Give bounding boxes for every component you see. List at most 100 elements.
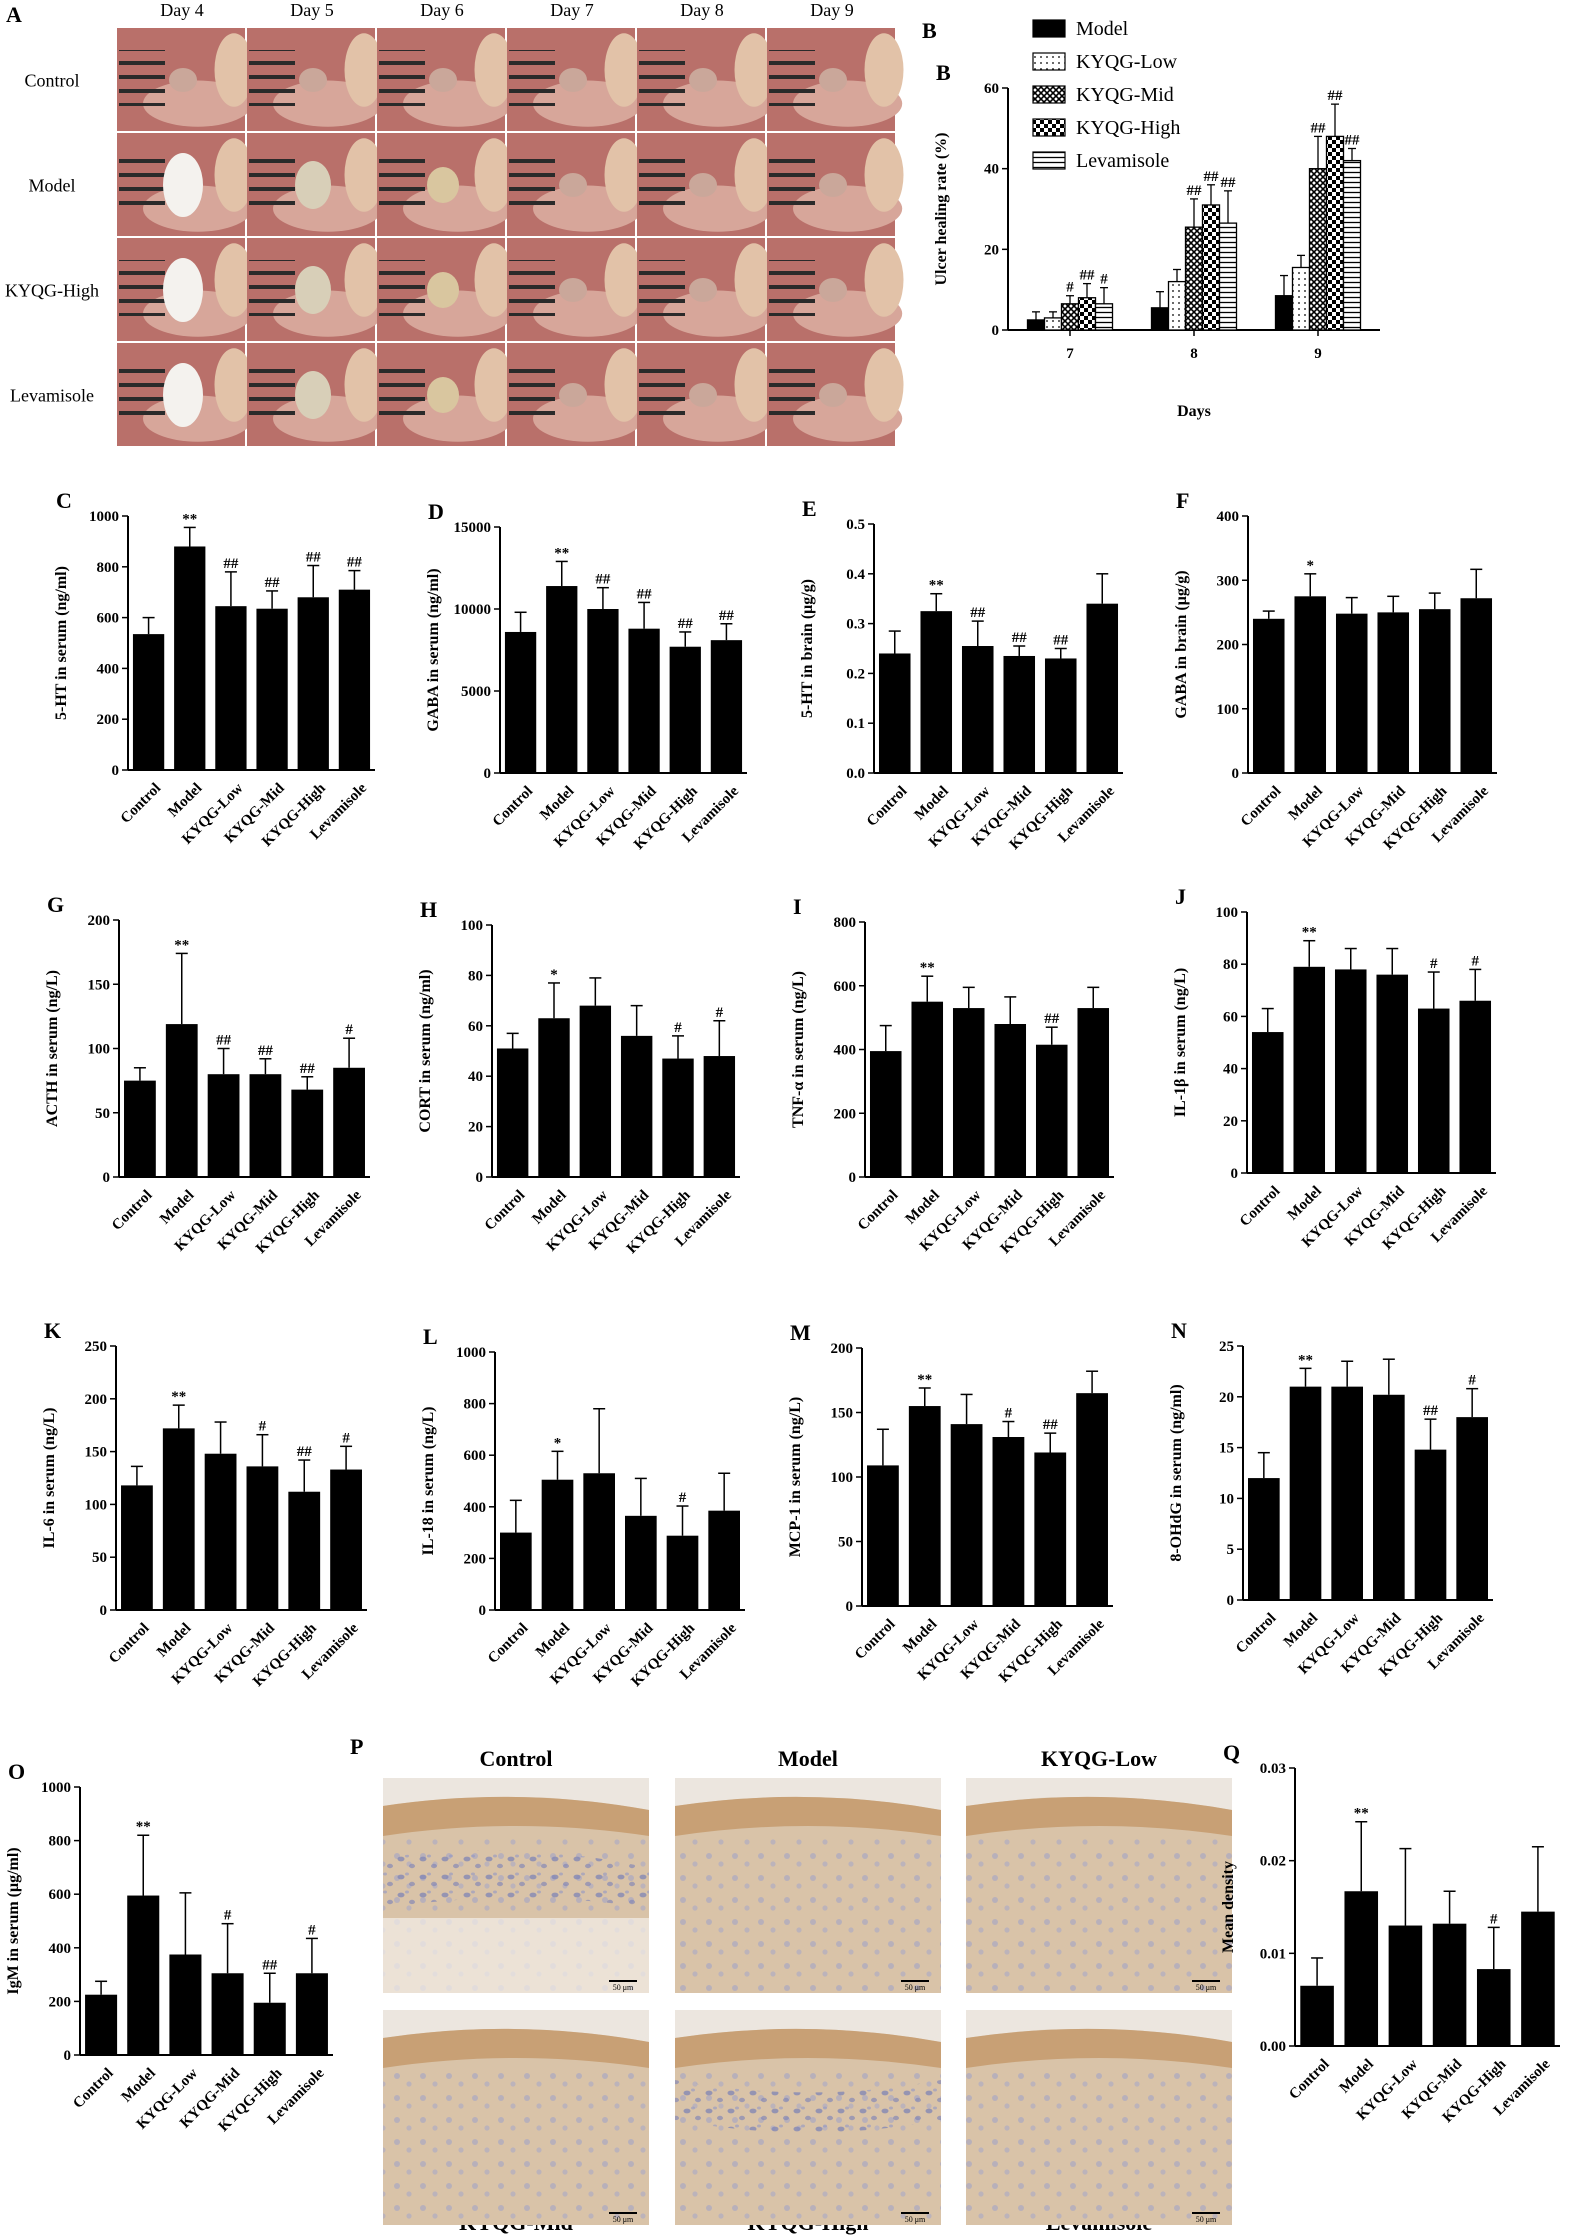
oral-photo-kyqg-high-day5 [247, 238, 384, 341]
bar-kyqg-high-q [1476, 1969, 1511, 2046]
panel-label-p: P [350, 1734, 363, 1759]
ruler-grid [379, 260, 425, 316]
oral-photo-levamisole-day8 [637, 343, 774, 446]
ruler-grid [249, 260, 295, 316]
chart-m: 0 50 100 150 200 MCP-1 in serum (ng/L) Control… [787, 1320, 1113, 1686]
x-tick-label-model-l: Model [533, 1620, 573, 1660]
significance-label-kyqg-low-c: ## [223, 556, 239, 572]
histology-image-model: 50 μm [675, 1778, 941, 1993]
y-tick-label-l: 0 [479, 1603, 487, 1619]
x-tick-label-model-c: Model [165, 780, 205, 820]
significance-label-model-h: * [550, 967, 558, 983]
y-tick-label-j: 100 [1216, 905, 1239, 921]
teeth-region [604, 243, 644, 317]
teeth-region [344, 33, 384, 107]
y-axis-label-h: CORT in serum (ng/ml) [417, 969, 434, 1132]
significance-label-levamisole-k: # [342, 1430, 350, 1446]
x-tick-label-control-q: Control [1286, 2056, 1332, 2102]
chart-c: 0 200 400 600 800 1000 5-HT in serum (ng/ml) Co… [53, 488, 375, 850]
significance-label-levamisole-j: # [1472, 953, 1480, 969]
significance-label-levamisole-day8: ## [1221, 175, 1237, 191]
y-tick-label-o: 400 [49, 1941, 72, 1957]
ulcer-spot [819, 68, 847, 92]
bar-kyqg-high-l [666, 1535, 699, 1610]
panel-label-b: B [922, 18, 937, 43]
oral-photo-kyqg-high-day4 [117, 238, 254, 341]
significance-label-kyqg-mid-m: # [1005, 1406, 1013, 1422]
bar-model-o [127, 1895, 160, 2055]
significance-label-kyqg-low-e: ## [970, 605, 986, 621]
x-tick-label-model-h: Model [529, 1187, 569, 1227]
oral-photo-kyqg-high-day8 [637, 238, 774, 341]
x-tick-label-model-o: Model [119, 2065, 159, 2105]
oral-photo-control-day5 [247, 28, 384, 131]
significance-label-kyqg-high-j: # [1430, 956, 1438, 972]
teeth-region [604, 348, 644, 422]
y-tick-label-m: 0 [846, 1599, 854, 1615]
y-tick-label-m: 200 [831, 1341, 854, 1357]
bar-kyqg-high-day7 [1077, 297, 1097, 331]
ulcer-spot [299, 68, 327, 92]
significance-label-kyqg-high-g: ## [300, 1061, 316, 1077]
bar-kyqg-high-day8 [1201, 204, 1221, 331]
y-tick-label-i: 600 [834, 979, 857, 995]
y-tick-label-c: 0 [112, 763, 120, 779]
oral-photo-model-day4 [117, 133, 254, 236]
ulcer-spot [689, 383, 717, 407]
histology-image-control: 50 μm [383, 1778, 649, 1993]
legend-swatch-kyqg-mid [1032, 85, 1066, 104]
x-tick-label-day-8: 8 [1190, 346, 1198, 362]
bar-kyqg-mid-day8 [1184, 226, 1204, 331]
histology-image-kyqg-low: 50 μm [966, 1778, 1232, 1993]
chart-h: 0 20 40 60 80 100 CORT in serum (ng/ml) Control… [417, 897, 740, 1257]
significance-label-kyqg-high-o: ## [262, 1957, 278, 1973]
y-tick-label-e: 0.3 [846, 617, 865, 633]
y-tick-label-k: 200 [85, 1392, 108, 1408]
scale-bar-label: 50 μm [613, 1983, 634, 1992]
y-tick-label-k: 100 [85, 1497, 108, 1513]
chart-o: 0 200 400 600 800 1000 IgM in serum (μg/ml) Con… [5, 1759, 333, 2135]
bar-control-q [1300, 1985, 1334, 2046]
bar-kyqg-high-day9 [1325, 135, 1345, 331]
y-tick-label-j: 20 [1223, 1114, 1238, 1130]
histology-title-control: Control [480, 1746, 553, 1771]
significance-label-levamisole-n: # [1468, 1373, 1476, 1389]
y-tick-label-d: 5000 [461, 684, 491, 700]
bar-kyqg-low-j [1334, 969, 1367, 1173]
bar-model-f [1294, 596, 1327, 773]
significance-label-levamisole-c: ## [347, 555, 363, 571]
y-tick-label-h: 60 [468, 1019, 483, 1035]
y-tick-label-c: 600 [97, 611, 120, 627]
bar-kyqg-low-day7 [1043, 317, 1063, 331]
teeth-region [474, 348, 514, 422]
y-axis-label-d: GABA in serum (ng/ml) [425, 568, 442, 731]
keratin-layer [966, 1796, 1232, 1836]
y-tick-label-g: 200 [88, 913, 111, 929]
histology-image-kyqg-mid: 50 μm [383, 2010, 649, 2225]
ulcer-spot [427, 272, 459, 308]
legend-label-kyqg-low: KYQG-Low [1076, 51, 1178, 73]
legend-swatch-kyqg-low [1032, 52, 1066, 71]
bar-kyqg-high-f [1418, 609, 1451, 773]
cell-layer [383, 2070, 649, 2225]
bar-control-l [500, 1532, 532, 1610]
teeth-region [214, 348, 254, 422]
bar-kyqg-low-o [169, 1954, 202, 2055]
significance-label-model-f: * [1307, 558, 1315, 574]
y-tick-label-c: 400 [97, 661, 120, 677]
y-tick-label-h: 0 [476, 1170, 484, 1186]
y-axis-label-e: 5-HT in brain (μg/g) [799, 579, 816, 718]
significance-label-levamisole-g: # [345, 1022, 353, 1038]
y-axis-label-o: IgM in serum (μg/ml) [5, 1847, 22, 1994]
ulcer-spot [559, 278, 587, 302]
bar-control-d [504, 631, 537, 773]
row-label-model: Model [29, 176, 76, 196]
significance-label-kyqg-mid-day9: ## [1311, 120, 1327, 136]
y-tick-label-e: 0.1 [846, 716, 865, 732]
bar-model-g [165, 1024, 198, 1177]
y-tick-label-f: 200 [1217, 638, 1240, 654]
chart-l: 0 200 400 600 800 1000 IL-18 in serum (ng/L) Co… [420, 1324, 745, 1690]
ulcer-spot [427, 167, 459, 203]
